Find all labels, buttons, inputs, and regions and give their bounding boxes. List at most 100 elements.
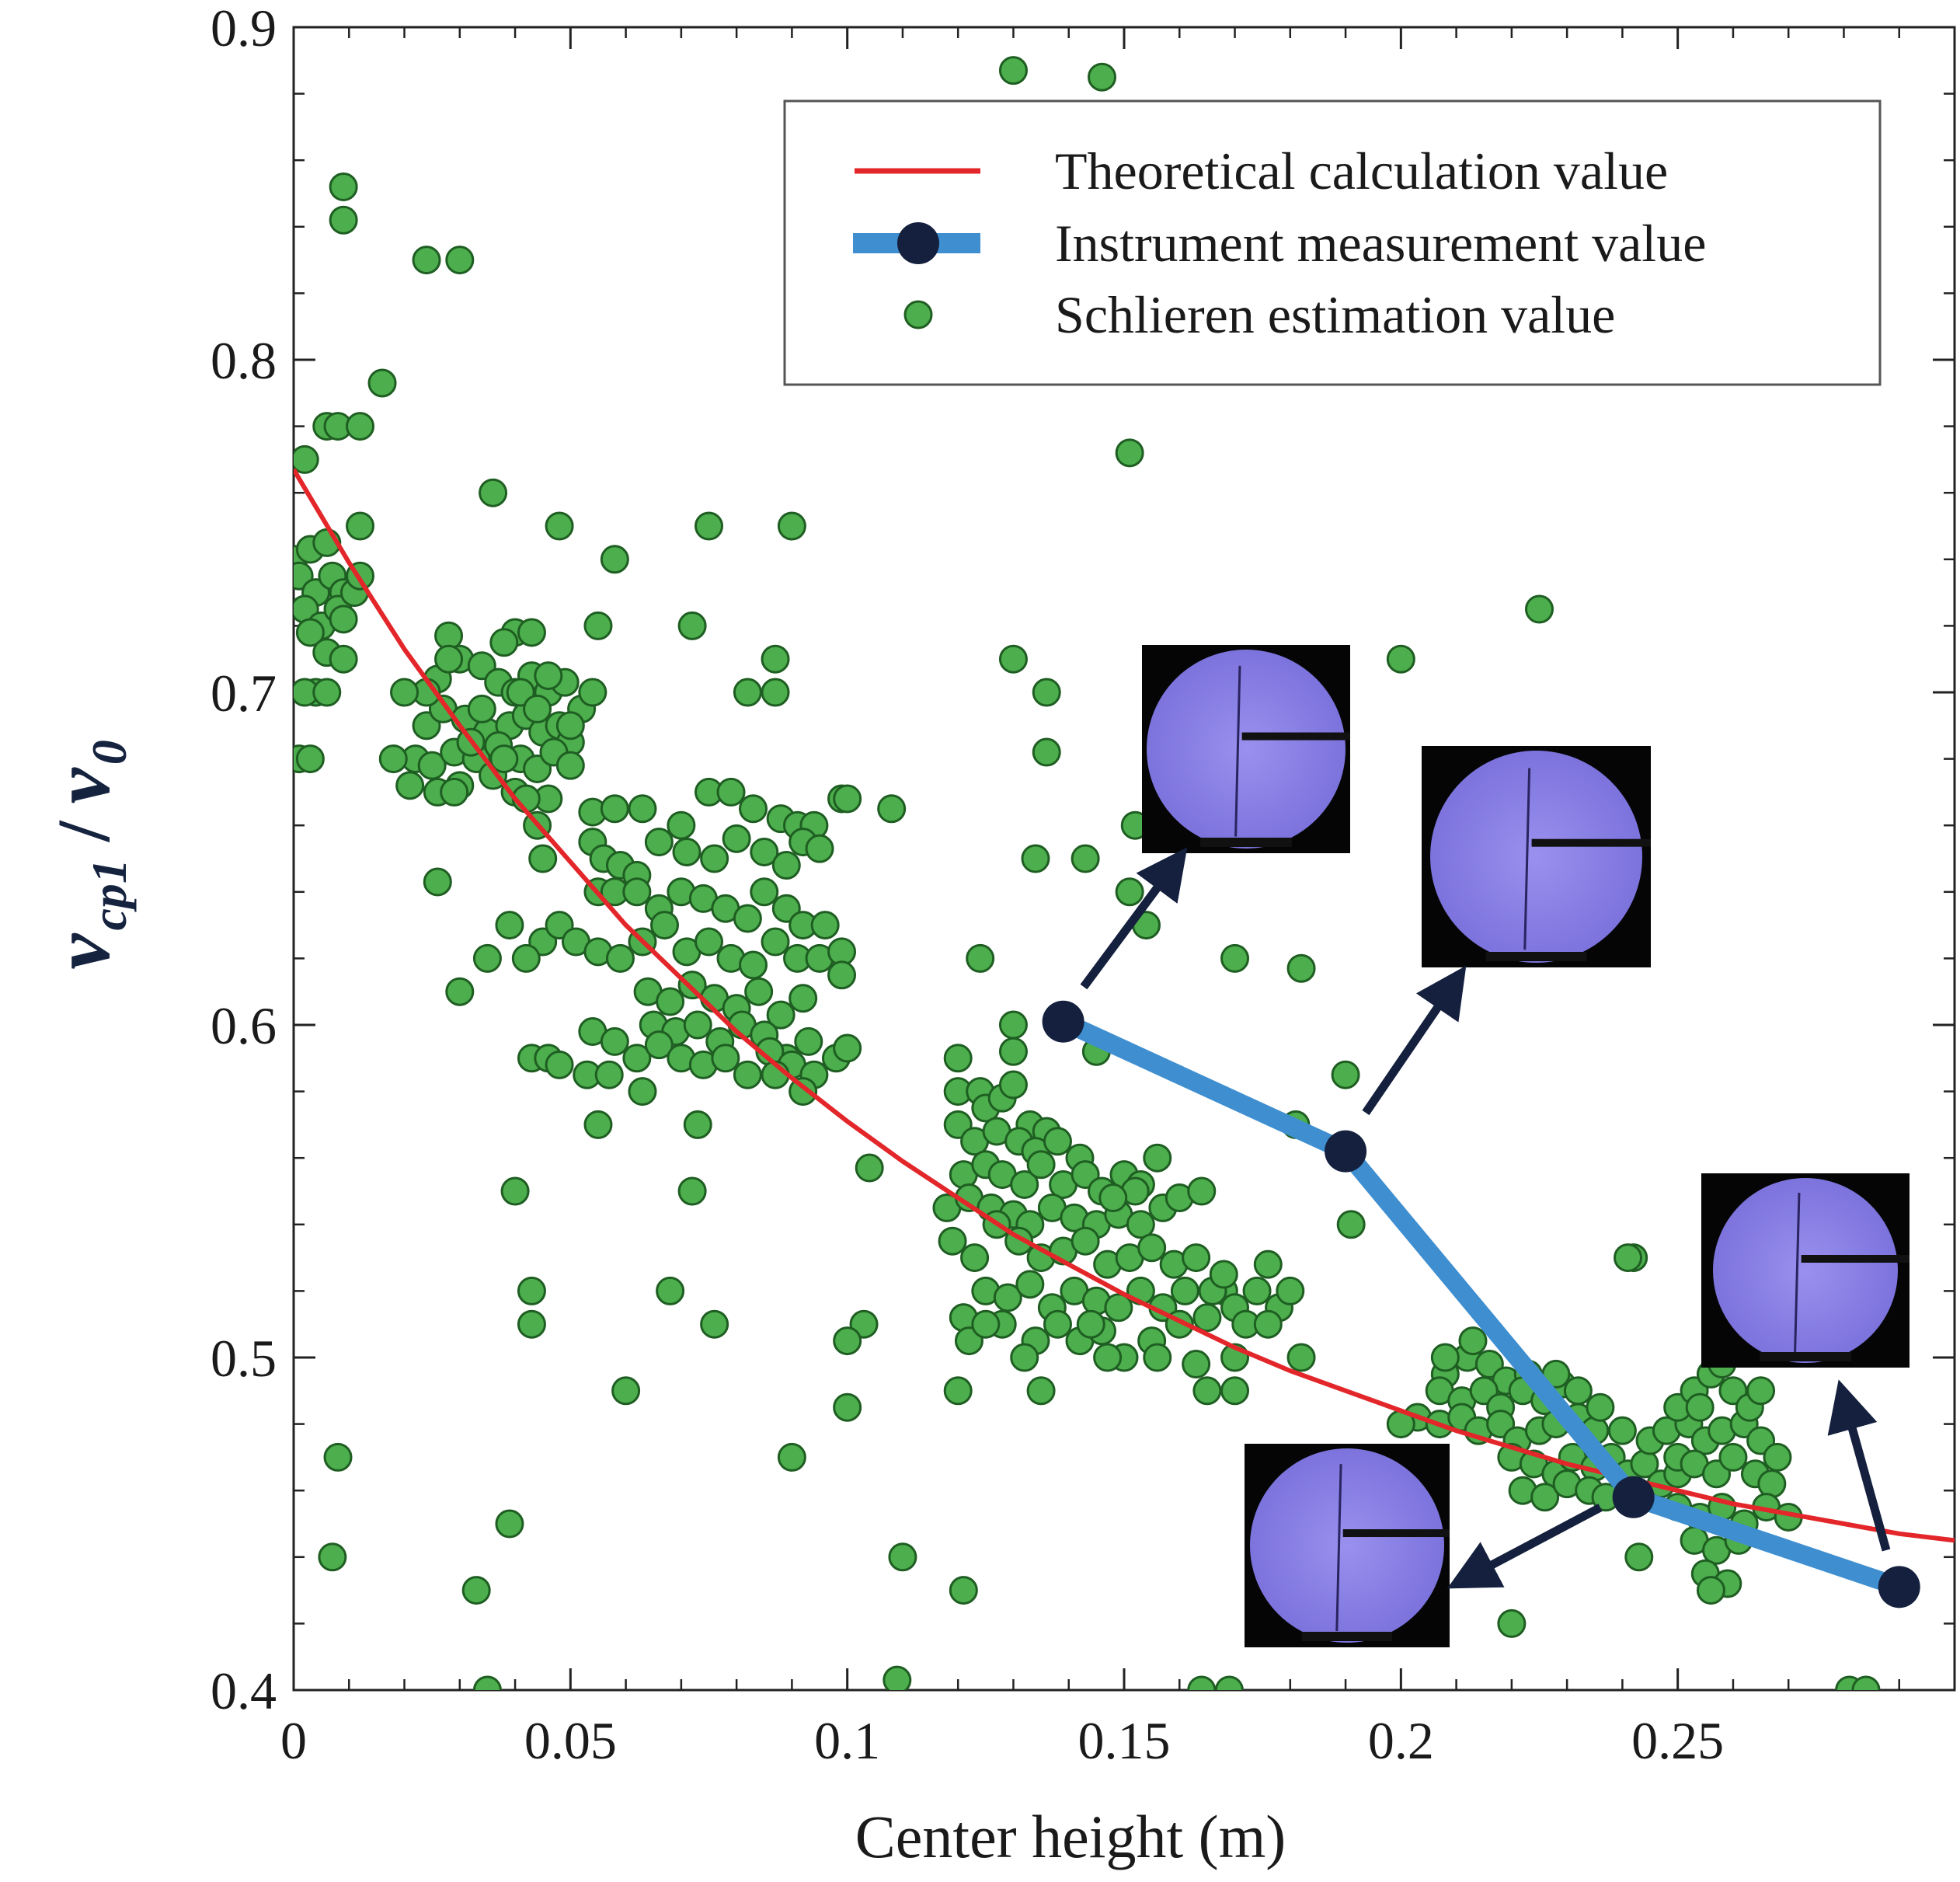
schlieren-point — [833, 1392, 862, 1422]
y-tick-label: 0.4 — [211, 1661, 277, 1720]
schlieren-frame-probe — [1342, 1529, 1450, 1538]
instrument-marker — [1878, 1566, 1920, 1608]
schlieren-point — [378, 744, 408, 774]
y-axis-title-main: v — [37, 932, 127, 970]
schlieren-point — [329, 605, 358, 634]
schlieren-point — [495, 911, 524, 940]
schlieren-point — [346, 412, 375, 441]
schlieren-point — [555, 751, 585, 780]
schlieren-point — [855, 1153, 884, 1183]
schlieren-point — [1170, 1276, 1199, 1305]
schlieren-point — [517, 618, 546, 647]
schlieren-point — [667, 810, 696, 840]
schlieren-point — [1497, 1608, 1527, 1638]
schlieren-point — [794, 1026, 823, 1056]
y-tick-label: 0.6 — [211, 996, 277, 1055]
schlieren-point — [1137, 1233, 1167, 1263]
schlieren-point — [771, 851, 801, 880]
schlieren-point — [472, 943, 502, 973]
schlieren-point — [810, 911, 840, 940]
schlieren-point — [329, 205, 358, 235]
schlieren-point — [528, 844, 558, 873]
legend-swatch-schlieren — [903, 300, 933, 329]
schlieren-frame-jet — [1234, 665, 1241, 837]
schlieren-point — [1115, 877, 1144, 907]
legend-swatch-instrument-marker — [897, 222, 939, 264]
schlieren-point — [1458, 1326, 1488, 1356]
schlieren-point — [1032, 678, 1061, 707]
schlieren-point — [683, 1110, 712, 1139]
schlieren-point — [938, 1226, 967, 1256]
schlieren-point — [1220, 1376, 1250, 1406]
schlieren-point — [445, 246, 475, 275]
schlieren-point — [346, 511, 375, 541]
schlieren-point — [1336, 1210, 1366, 1239]
schlieren-point — [583, 1110, 613, 1139]
schlieren-point — [1530, 1483, 1560, 1512]
schlieren-point — [500, 1176, 530, 1206]
schlieren-point — [644, 828, 674, 857]
schlieren-point — [472, 1675, 502, 1690]
schlieren-point — [583, 611, 613, 640]
schlieren-point — [943, 1044, 973, 1073]
legend-label-theoretical: Theoretical calculation value — [1055, 141, 1668, 200]
schlieren-point — [440, 777, 469, 807]
legend-label-schlieren: Schlieren estimation value — [1055, 285, 1615, 344]
schlieren-point — [722, 824, 751, 853]
schlieren-point — [445, 977, 475, 1006]
schlieren-point — [1032, 737, 1061, 767]
schlieren-point — [318, 1542, 347, 1572]
schlieren-point — [611, 1376, 641, 1406]
y-axis-title: v cp1 / v 0 — [37, 740, 137, 969]
schlieren-point — [993, 1283, 1022, 1312]
schlieren-point — [605, 943, 635, 973]
inset-arrow — [1080, 847, 1188, 990]
schlieren-point — [1182, 1243, 1211, 1273]
schlieren-point — [1126, 1210, 1155, 1239]
schlieren-point — [1386, 644, 1415, 674]
schlieren-point — [628, 794, 657, 824]
schlieren-point — [789, 984, 818, 1013]
schlieren-point — [695, 927, 723, 957]
schlieren-point — [1586, 1392, 1615, 1422]
schlieren-point — [1746, 1376, 1776, 1406]
schlieren-point — [1026, 1150, 1056, 1180]
schlieren-point — [1696, 1576, 1725, 1605]
schlieren-point — [294, 444, 319, 474]
schlieren-point — [1087, 62, 1116, 92]
schlieren-point — [949, 1576, 978, 1605]
schlieren-frame-disc — [1430, 751, 1642, 963]
schlieren-point — [833, 1326, 862, 1356]
schlieren-point — [545, 1050, 574, 1079]
schlieren-point — [1525, 594, 1554, 624]
schlieren-point — [998, 1037, 1028, 1066]
x-tick-label: 0.2 — [1368, 1711, 1434, 1770]
schlieren-point — [750, 837, 779, 866]
schlieren-point — [1563, 1376, 1593, 1406]
schlieren-point — [622, 877, 652, 907]
legend-label-instrument: Instrument measurement value — [1055, 214, 1706, 273]
schlieren-insets — [1080, 645, 1910, 1647]
x-tick-label: 0.25 — [1631, 1711, 1724, 1770]
y-tick-label: 0.5 — [211, 1329, 277, 1388]
y-tick-label: 0.7 — [211, 664, 277, 723]
legend: Theoretical calculation value Instrument… — [783, 99, 1882, 386]
y-tick-label: 0.9 — [211, 0, 277, 58]
schlieren-point — [766, 1000, 795, 1030]
instrument-marker — [1325, 1130, 1367, 1173]
schlieren-point — [323, 1442, 353, 1472]
schlieren-point — [329, 644, 358, 674]
schlieren-frame-inset — [1245, 1444, 1450, 1647]
schlieren-point — [700, 844, 729, 873]
schlieren-point — [412, 246, 441, 275]
schlieren-point — [695, 511, 723, 541]
schlieren-point — [750, 877, 779, 907]
y-axis-title-slash: / — [42, 820, 125, 842]
schlieren-point — [594, 1060, 624, 1089]
x-tick-label: 0.1 — [814, 1711, 880, 1770]
y-axis-title-denominator: v — [37, 766, 127, 803]
instrument-marker — [1612, 1476, 1655, 1518]
schlieren-point — [827, 960, 857, 990]
schlieren-point — [1187, 1675, 1217, 1690]
